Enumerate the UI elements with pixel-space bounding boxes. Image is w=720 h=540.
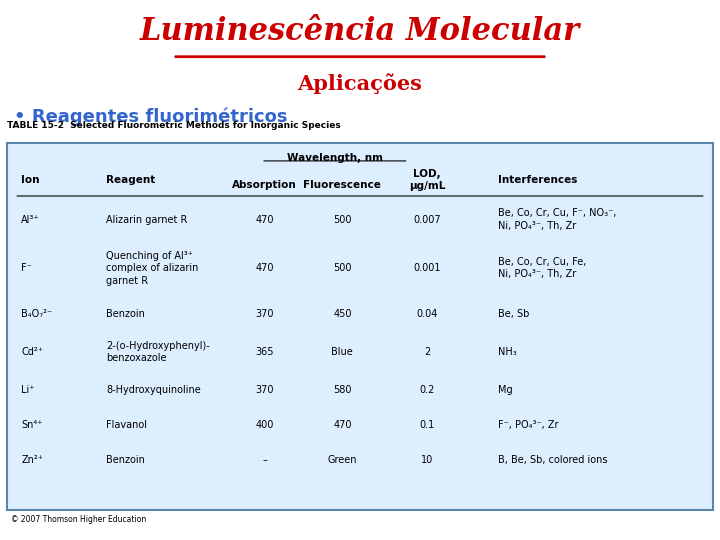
Text: 365: 365 bbox=[256, 347, 274, 357]
Text: 0.1: 0.1 bbox=[420, 420, 435, 430]
Text: 10: 10 bbox=[421, 455, 433, 465]
Text: Ion: Ion bbox=[22, 175, 40, 185]
Text: –: – bbox=[262, 455, 267, 465]
Text: 2-(o-Hydroxyphenyl)-
benzoxazole: 2-(o-Hydroxyphenyl)- benzoxazole bbox=[106, 341, 210, 363]
Text: 0.2: 0.2 bbox=[419, 384, 435, 395]
Text: Mg: Mg bbox=[498, 384, 512, 395]
Text: 450: 450 bbox=[333, 309, 351, 319]
Text: Zn²⁺: Zn²⁺ bbox=[22, 455, 43, 465]
Text: Li⁺: Li⁺ bbox=[22, 384, 35, 395]
Text: • Reagentes fluorimétricos: • Reagentes fluorimétricos bbox=[14, 108, 288, 126]
Text: 8-Hydroxyquinoline: 8-Hydroxyquinoline bbox=[106, 384, 201, 395]
Text: B, Be, Sb, colored ions: B, Be, Sb, colored ions bbox=[498, 455, 607, 465]
Text: 0.04: 0.04 bbox=[416, 309, 438, 319]
Text: 2: 2 bbox=[424, 347, 430, 357]
Text: 0.001: 0.001 bbox=[413, 263, 441, 273]
Text: 470: 470 bbox=[256, 263, 274, 273]
Text: 370: 370 bbox=[256, 309, 274, 319]
Text: Fluorescence: Fluorescence bbox=[303, 180, 382, 190]
Text: 500: 500 bbox=[333, 214, 351, 225]
Text: Flavanol: Flavanol bbox=[106, 420, 147, 430]
Text: 0.007: 0.007 bbox=[413, 214, 441, 225]
Text: B₄O₇²⁻: B₄O₇²⁻ bbox=[22, 309, 53, 319]
Text: Alizarin garnet R: Alizarin garnet R bbox=[106, 214, 187, 225]
Text: Luminescência Molecular: Luminescência Molecular bbox=[140, 16, 580, 47]
Text: 370: 370 bbox=[256, 384, 274, 395]
Text: Be, Co, Cr, Cu, Fe,
Ni, PO₄³⁻, Th, Zr: Be, Co, Cr, Cu, Fe, Ni, PO₄³⁻, Th, Zr bbox=[498, 257, 586, 279]
Text: Quenching of Al³⁺
complex of alizarin
garnet R: Quenching of Al³⁺ complex of alizarin ga… bbox=[106, 251, 198, 286]
Text: 400: 400 bbox=[256, 420, 274, 430]
Text: NH₃: NH₃ bbox=[498, 347, 516, 357]
Text: 470: 470 bbox=[256, 214, 274, 225]
Text: Be, Co, Cr, Cu, F⁻, NO₃⁻,
Ni, PO₄³⁻, Th, Zr: Be, Co, Cr, Cu, F⁻, NO₃⁻, Ni, PO₄³⁻, Th,… bbox=[498, 208, 616, 231]
Text: Al³⁺: Al³⁺ bbox=[22, 214, 40, 225]
Text: Benzoin: Benzoin bbox=[106, 309, 145, 319]
FancyBboxPatch shape bbox=[7, 143, 713, 510]
Text: LOD,
μg/mL: LOD, μg/mL bbox=[409, 169, 445, 191]
Text: Cd²⁺: Cd²⁺ bbox=[22, 347, 43, 357]
Text: Benzoin: Benzoin bbox=[106, 455, 145, 465]
Text: F⁻, PO₄³⁻, Zr: F⁻, PO₄³⁻, Zr bbox=[498, 420, 558, 430]
Text: Reagent: Reagent bbox=[106, 175, 156, 185]
Text: TABLE 15-2  Selected Fluorometric Methods for Inorganic Species: TABLE 15-2 Selected Fluorometric Methods… bbox=[7, 120, 341, 130]
Text: Green: Green bbox=[328, 455, 357, 465]
Text: Sn⁴⁺: Sn⁴⁺ bbox=[22, 420, 42, 430]
Text: Wavelength, nm: Wavelength, nm bbox=[287, 153, 383, 163]
Text: F⁻: F⁻ bbox=[22, 263, 32, 273]
Text: © 2007 Thomson Higher Education: © 2007 Thomson Higher Education bbox=[11, 515, 146, 524]
Text: Aplicações: Aplicações bbox=[297, 73, 423, 94]
Text: 500: 500 bbox=[333, 263, 351, 273]
Text: Interferences: Interferences bbox=[498, 175, 577, 185]
Text: Blue: Blue bbox=[331, 347, 354, 357]
Text: 470: 470 bbox=[333, 420, 351, 430]
Text: Absorption: Absorption bbox=[233, 180, 297, 190]
Text: 580: 580 bbox=[333, 384, 351, 395]
Text: Be, Sb: Be, Sb bbox=[498, 309, 529, 319]
